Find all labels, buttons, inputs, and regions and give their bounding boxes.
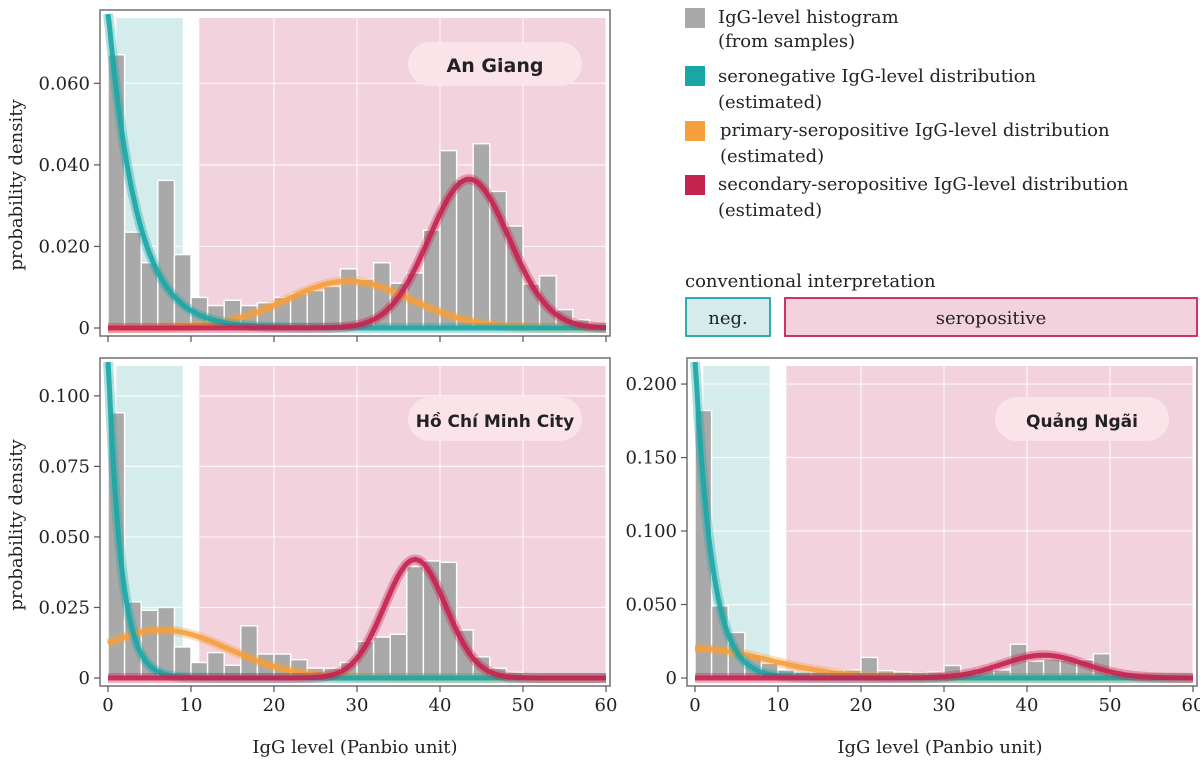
x-tick-label: 60 (1182, 695, 1200, 716)
legend-label-sub: (estimated) (718, 200, 822, 221)
y-tick-label: 0 (79, 318, 90, 339)
legend: IgG-level histogram (from samples) seron… (685, 7, 1198, 337)
legend-item-seronegative: seronegative IgG-level distribution (est… (685, 66, 1037, 113)
y-tick-label: 0.025 (38, 597, 90, 618)
y-tick-label: 0.100 (38, 386, 90, 407)
panel-title: An Giang (447, 55, 544, 77)
x-tick-label: 50 (1099, 695, 1122, 716)
x-tick-label: 10 (767, 695, 790, 716)
histogram-bar (472, 142, 491, 329)
x-tick-label: 20 (850, 695, 873, 716)
x-tick-label: 40 (429, 695, 452, 716)
secondary-curve (107, 176, 607, 331)
y-tick-label: 0 (79, 668, 90, 689)
histogram-bar (323, 285, 342, 329)
region-title-pill: An Giang (408, 42, 582, 86)
seropositive-label: seropositive (936, 308, 1047, 329)
x-tick-label: 20 (263, 695, 286, 716)
panel-ho-chi-minh-city: 0 0.025 0.050 0.075 0.100 0 10 20 30 40 50 60 Hồ Ch… (6, 357, 618, 758)
histogram-bar (406, 565, 425, 679)
title-pill-bg (408, 397, 582, 441)
seronegative-curve (105, 13, 607, 331)
histogram-bar (123, 231, 142, 329)
histogram-bar (439, 149, 458, 329)
y-tick-label: 0.200 (625, 374, 677, 395)
y-tick-label: 0.150 (625, 448, 677, 469)
y-axis-label: probability density (6, 439, 27, 611)
panel-quang-ngai: 0 0.050 0.100 0.150 0.200 0 10 20 30 40 50 60 Quảng… (625, 357, 1200, 758)
plot-frame (99, 357, 611, 687)
panel-an-giang: 0 0.020 0.040 0.060 An Giang probability de… (6, 9, 611, 342)
legend-swatch-histogram (685, 8, 705, 28)
y-axis-label: probability density (6, 99, 27, 271)
region-title-pill: Hồ Chí Minh City (408, 397, 582, 441)
legend-label-sub: (from samples) (718, 31, 855, 52)
histogram-bar (173, 253, 192, 329)
title-pill-bg (995, 397, 1169, 441)
legend-label-sub: (estimated) (720, 146, 824, 167)
histogram-bar (306, 289, 325, 329)
x-axis-label: IgG level (Panbio unit) (837, 737, 1042, 758)
y-tick-label: 0.040 (38, 155, 90, 176)
seropositive-box (784, 297, 1198, 337)
y-tick-label: 0.050 (625, 595, 677, 616)
histogram-bar (455, 178, 474, 329)
histogram-bar (389, 633, 408, 679)
secondary-curve (694, 652, 1194, 681)
neg-label: neg. (708, 308, 748, 329)
legend-item-secondary: secondary-seropositive IgG-level distrib… (685, 174, 1129, 221)
x-tick-label: 30 (933, 695, 956, 716)
x-tick-label: 0 (689, 695, 700, 716)
x-tick-label: 10 (180, 695, 203, 716)
y-tick-label: 0 (666, 668, 677, 689)
legend-label: seronegative IgG-level distribution (718, 66, 1037, 87)
legend-item-primary: primary-seropositive IgG-level distribut… (685, 120, 1110, 167)
panel-title: Hồ Chí Minh City (416, 411, 575, 432)
x-tick-label: 0 (102, 695, 113, 716)
interpretation-neg-box: neg. (685, 297, 771, 337)
y-tick-label: 0.060 (38, 73, 90, 94)
histogram-bar (372, 636, 391, 679)
interpretation-seropositive-box: seropositive (784, 297, 1198, 337)
secondary-curve (107, 557, 607, 681)
histogram-bar (157, 179, 176, 329)
conventional-interpretation-title: conventional interpretation (685, 271, 936, 292)
legend-label: secondary-seropositive IgG-level distrib… (718, 174, 1129, 195)
y-tick-label: 0.075 (38, 456, 90, 477)
legend-item-histogram: IgG-level histogram (from samples) (685, 7, 899, 52)
legend-label-sub: (estimated) (718, 92, 822, 113)
region-title-pill: Quảng Ngãi (995, 397, 1169, 441)
legend-swatch-seronegative (685, 66, 705, 86)
legend-swatch-secondary (685, 175, 705, 195)
y-tick-label: 0.050 (38, 527, 90, 548)
legend-label: primary-seropositive IgG-level distribut… (720, 120, 1110, 141)
plot-frame (99, 9, 611, 337)
plot-frame (686, 357, 1198, 687)
y-tick-label: 0.100 (625, 521, 677, 542)
x-tick-label: 30 (346, 695, 369, 716)
x-axis-label: IgG level (Panbio unit) (252, 737, 457, 758)
x-tick-label: 50 (512, 695, 535, 716)
y-tick-label: 0.020 (38, 236, 90, 257)
panel-title: Quảng Ngãi (1026, 412, 1138, 432)
title-pill-bg (408, 42, 582, 86)
legend-label: IgG-level histogram (718, 7, 899, 28)
x-tick-label: 60 (595, 695, 618, 716)
neg-box (685, 297, 771, 337)
legend-swatch-primary (685, 121, 705, 141)
x-tick-label: 40 (1016, 695, 1039, 716)
